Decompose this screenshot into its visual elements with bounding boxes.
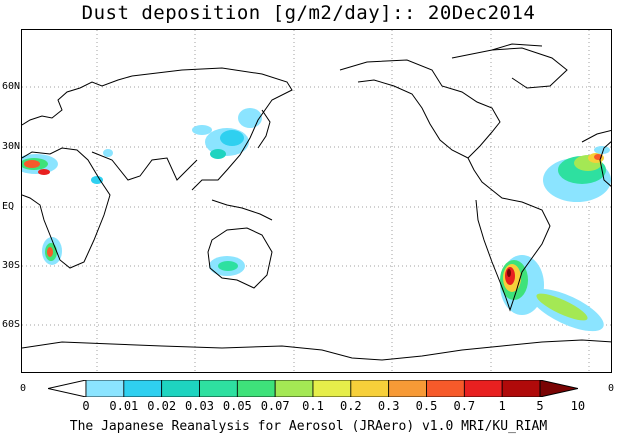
lat-label-eq: EQ <box>2 201 15 212</box>
axis-left-end-label: 0 <box>20 383 27 394</box>
colorbar-tick-label: 0.7 <box>453 399 476 413</box>
colorbar-cells <box>48 380 578 397</box>
map-title: Dust deposition [g/m2/day]:: 20Dec2014 <box>81 2 536 24</box>
lat-label-30n: 30N <box>2 141 21 152</box>
colorbar-tick-label: 0.3 <box>377 399 400 413</box>
world-map <box>22 30 611 372</box>
colorbar-tick-label: 1 <box>498 399 506 413</box>
map-frame <box>21 29 612 373</box>
colorbar-tick-label: 0.02 <box>147 399 177 413</box>
colorbar-tick-labels: 0 0.01 0.02 0.03 0.05 0.07 0.1 0.2 0.3 0.5 0.7 1 5 10 <box>0 399 617 413</box>
coastlines <box>22 43 611 361</box>
colorbar-tick-label: 0.5 <box>415 399 438 413</box>
colorbar-arrow-low <box>48 380 87 397</box>
colorbar-tick-label: 0.1 <box>302 399 324 413</box>
footer-credit: The Japanese Reanalysis for Aerosol (JRA… <box>69 419 548 434</box>
dust-deposition-field <box>22 108 611 332</box>
colorbar-cell <box>501 380 541 397</box>
colorbar-tick-label: 10 <box>570 399 586 413</box>
colorbar-tick-label: 0 <box>82 399 90 413</box>
lat-label-60n: 60N <box>2 81 21 92</box>
colorbar-tick-label: 0.01 <box>109 399 139 413</box>
colorbar-cell <box>274 380 314 397</box>
colorbar <box>48 380 578 397</box>
colorbar-cell <box>350 380 390 397</box>
colorbar-cell <box>123 380 163 397</box>
colorbar-tick-label: 0.2 <box>339 399 362 413</box>
colorbar-cell <box>426 380 465 397</box>
colorbar-cell <box>236 380 276 397</box>
colorbar-cell <box>388 380 427 397</box>
colorbar-tick-label: 0.05 <box>222 399 252 413</box>
lat-label-60s: 60S <box>2 319 21 330</box>
graticule <box>22 30 611 372</box>
axis-right-end-label: 0 <box>608 383 615 394</box>
colorbar-cell <box>199 380 238 397</box>
lat-label-30s: 30S <box>2 260 21 271</box>
colorbar-tick-label: 0.07 <box>260 399 290 413</box>
colorbar-cell <box>85 380 125 397</box>
colorbar-cell <box>463 380 503 397</box>
colorbar-tick-label: 5 <box>536 399 544 413</box>
colorbar-cell <box>161 380 200 397</box>
colorbar-arrow-high <box>539 380 578 397</box>
colorbar-cell <box>312 380 352 397</box>
colorbar-tick-label: 0.03 <box>185 399 214 413</box>
